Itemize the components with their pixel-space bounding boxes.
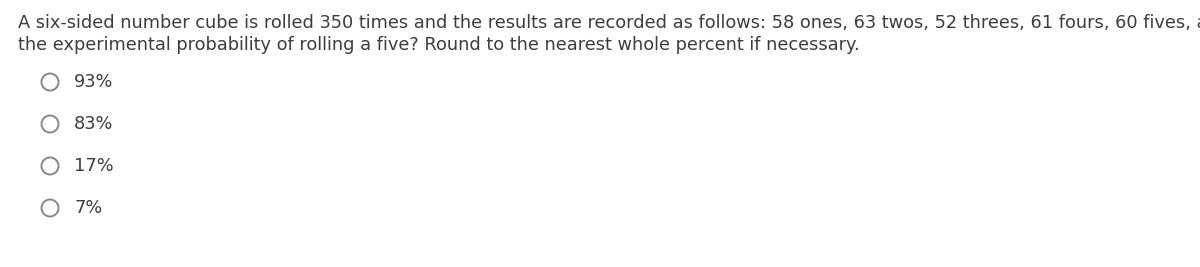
Text: the experimental probability of rolling a five? Round to the nearest whole perce: the experimental probability of rolling … — [18, 36, 859, 54]
Circle shape — [42, 73, 59, 91]
Text: 83%: 83% — [74, 115, 113, 133]
Circle shape — [42, 199, 59, 217]
Text: 93%: 93% — [74, 73, 113, 91]
Text: 17%: 17% — [74, 157, 114, 175]
Text: 7%: 7% — [74, 199, 102, 217]
Circle shape — [42, 116, 59, 132]
Circle shape — [42, 158, 59, 175]
Text: A six-sided number cube is rolled 350 times and the results are recorded as foll: A six-sided number cube is rolled 350 ti… — [18, 14, 1200, 32]
